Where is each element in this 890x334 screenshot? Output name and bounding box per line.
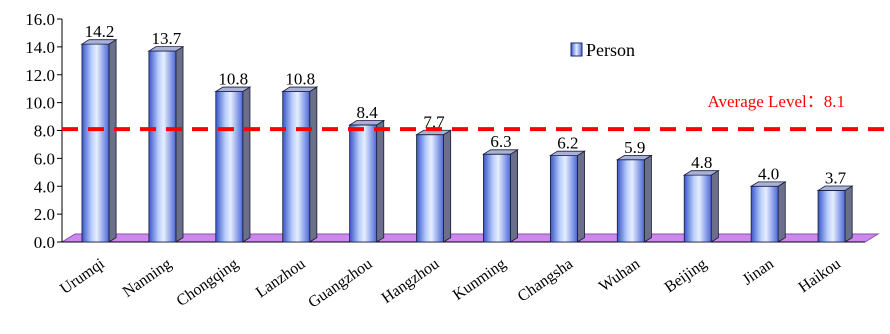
bar-changsha (548, 150, 586, 243)
bar-front (81, 43, 110, 243)
category-label: Urumqi (57, 255, 108, 298)
bar-kunming (482, 149, 520, 243)
bar-side (576, 150, 585, 243)
category-label: Changsha (515, 255, 576, 305)
data-label: 13.7 (152, 29, 182, 48)
bar-haikou (816, 185, 854, 243)
bar-side (710, 169, 719, 243)
data-label: 10.8 (218, 69, 248, 88)
y-tick-label: 0.0 (34, 233, 55, 252)
y-tick-label: 8.0 (34, 122, 55, 141)
data-label: 14.2 (85, 22, 115, 41)
category-label: Kunming (450, 255, 509, 304)
bar-jinan (749, 181, 787, 243)
y-tick-label: 10.0 (25, 94, 55, 113)
bar-lanzhou (281, 86, 319, 243)
bar-side (844, 185, 853, 243)
average-line-group: Average Level：8.1 (62, 92, 888, 132)
data-label: 6.3 (490, 132, 511, 151)
bar-top (348, 120, 386, 126)
bar-side (777, 181, 786, 243)
bar-front (616, 159, 645, 243)
bar-front (215, 91, 244, 243)
bar-top (214, 86, 252, 92)
bar-top (615, 154, 653, 161)
bar-beijing (682, 169, 720, 243)
category-label: Beijing (662, 255, 710, 296)
bar-front (817, 190, 846, 243)
bar-front (282, 91, 311, 243)
y-tick-label: 12.0 (25, 66, 55, 85)
category-label: Jinan (739, 255, 776, 288)
data-label: 8.4 (357, 103, 379, 122)
bars (80, 38, 854, 243)
data-label: 4.8 (691, 153, 712, 172)
bar-side (242, 86, 251, 243)
bar-top (682, 170, 720, 176)
bar-hangzhou (415, 129, 453, 243)
bar-top (281, 86, 319, 92)
bar-front (349, 124, 378, 243)
bar-side (309, 86, 318, 243)
bar-top (816, 185, 854, 191)
y-tick-label: 6.0 (34, 149, 55, 168)
bar-top (415, 129, 453, 136)
bar-side (510, 149, 519, 243)
y-tick-label: 2.0 (34, 205, 55, 224)
bar-front (416, 134, 444, 243)
bar-side (175, 45, 184, 243)
legend-swatch (570, 42, 583, 57)
bar-top (548, 150, 586, 156)
bar-guangzhou (348, 119, 386, 243)
bar-top (749, 181, 787, 187)
data-label: 3.7 (825, 168, 847, 187)
y-axis: 0.0 2.0 4.0 6.0 8.0 10.0 12.0 14.0 16.0 (25, 10, 63, 252)
category-label: Guangzhou (305, 255, 375, 311)
bar-front (148, 50, 177, 243)
category-label: Nanning (120, 255, 175, 301)
legend-label: Person (586, 40, 635, 60)
chart-floor (60, 233, 880, 243)
data-label: 5.9 (624, 138, 645, 157)
y-tick-label: 14.0 (25, 38, 55, 57)
bar-front (750, 185, 779, 243)
y-tick-label: 4.0 (34, 177, 55, 196)
bar-chongqing (214, 86, 252, 243)
data-label: 10.8 (285, 69, 315, 88)
bar-top (482, 149, 520, 155)
bar-top (147, 46, 185, 52)
data-label: 4.0 (758, 164, 779, 183)
bar-side (443, 129, 452, 243)
y-tick-label: 16.0 (25, 10, 55, 29)
bar-urumqi (80, 38, 118, 243)
category-label: Hangzhou (379, 255, 443, 307)
average-level-label: Average Level：8.1 (707, 92, 845, 111)
bar-side (643, 154, 652, 243)
bar-side (108, 38, 117, 243)
data-labels: 14.2 13.7 10.8 10.8 8.4 7.7 6.3 6.2 5.9 4.8 4.0 3.7 (85, 22, 847, 187)
data-label: 7.7 (423, 113, 445, 132)
category-label: Wuhan (596, 255, 643, 295)
data-label: 6.2 (557, 134, 578, 153)
bar-side (376, 119, 385, 243)
bar-front (549, 155, 578, 243)
category-label: Lanzhou (253, 255, 309, 301)
bar-front (483, 153, 511, 243)
bar-wuhan (615, 154, 653, 243)
bar-front (683, 174, 712, 243)
bar-top (80, 39, 118, 45)
category-label: Chongqing (174, 255, 242, 310)
bar-nanning (147, 45, 185, 243)
category-label: Haikou (795, 255, 843, 296)
legend: Person (570, 40, 635, 60)
